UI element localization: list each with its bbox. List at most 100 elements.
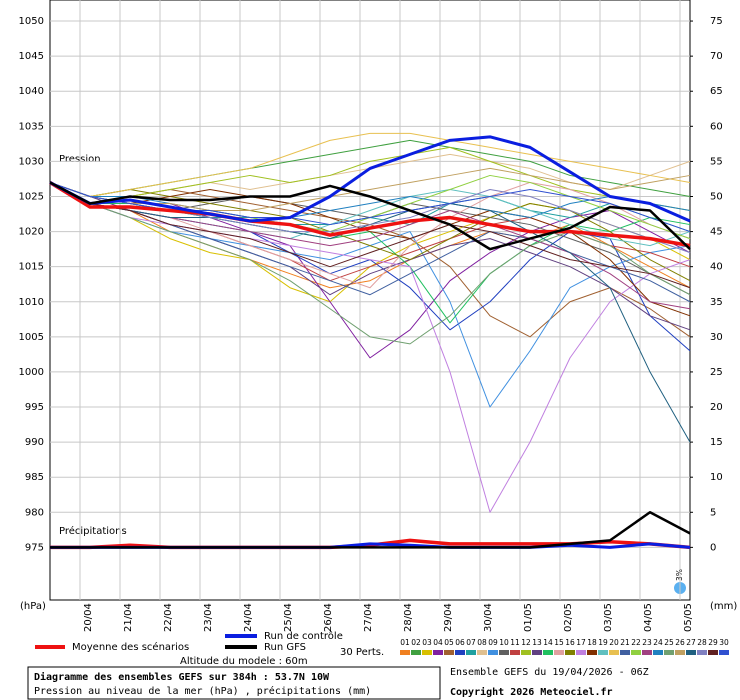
precip-label: Précipitations: [59, 525, 127, 537]
y-tick-label: 1030: [19, 156, 44, 167]
x-tick-label: 29/04: [443, 603, 454, 632]
y2-tick-label: 35: [710, 297, 723, 308]
legend-label: 27: [686, 638, 696, 647]
run-info: Ensemble GEFS du 19/04/2026 - 06Z: [450, 667, 649, 678]
legend-swatch: [675, 650, 685, 655]
legend-swatch: [400, 650, 410, 655]
legend-label: 20: [609, 638, 619, 647]
legend-label: 03: [422, 638, 432, 647]
x-tick-label: 28/04: [403, 603, 414, 632]
x-tick-label: 20/04: [83, 603, 94, 632]
legend-label: 11: [510, 638, 520, 647]
legend-label: 01: [400, 638, 410, 647]
y2-tick-label: 20: [710, 402, 723, 413]
legend-swatch: [488, 650, 498, 655]
legend-swatch: [653, 650, 663, 655]
legend-label: 19: [598, 638, 608, 647]
legend-label: 16: [565, 638, 575, 647]
x-tick-label: 30/04: [483, 603, 494, 632]
legend-label: 24: [653, 638, 663, 647]
legend-swatch: [444, 650, 454, 655]
y2-tick-label: 0: [710, 542, 716, 553]
pressure-line: [49, 181, 691, 251]
y2-tick-label: 10: [710, 472, 723, 483]
legend-swatch: [543, 650, 553, 655]
precip-line: [50, 511, 691, 549]
pressure-line: [49, 181, 691, 219]
y2-tick-label: 45: [710, 227, 723, 238]
y2-tick-label: 65: [710, 86, 723, 97]
altitude: Altitude du modele : 60m: [180, 656, 308, 667]
legend-label: 22: [631, 638, 641, 647]
x-tick-label: 25/04: [283, 603, 294, 632]
x-tick-label: 05/05: [683, 603, 694, 632]
legend-swatch: [609, 650, 619, 655]
plot-frame: [49, 0, 691, 601]
legend-swatch: [686, 650, 696, 655]
legend-label: 14: [543, 638, 553, 647]
legend-label: 04: [433, 638, 443, 647]
legend-swatch: [631, 650, 641, 655]
info-box: [27, 666, 441, 700]
legend-swatch: [719, 650, 729, 655]
y-tick-label: 1005: [19, 332, 44, 343]
legend-swatch: [587, 650, 597, 655]
y-tick-label: 985: [25, 472, 44, 483]
y-tick-label: 1020: [19, 227, 44, 238]
legend-swatch: [422, 650, 432, 655]
legend-swatch: [455, 650, 465, 655]
x-tick-label: 23/04: [203, 603, 214, 632]
legend-label: 17: [576, 638, 586, 647]
legend-label: 07: [466, 638, 476, 647]
legend-swatch: [477, 650, 487, 655]
legend-label: Moyenne des scénarios: [72, 641, 189, 653]
y2-tick-label: 25: [710, 367, 723, 378]
legend-label: 12: [521, 638, 531, 647]
x-tick-label: 04/05: [643, 603, 654, 632]
y2-tick-label: 40: [710, 262, 723, 273]
y2-tick-label: 70: [710, 51, 723, 62]
y2-unit: (mm): [710, 601, 737, 612]
y-tick-label: 990: [25, 437, 44, 448]
legend-swatch: [411, 650, 421, 655]
y-tick-label: 1045: [19, 51, 44, 62]
y-tick-label: 1015: [19, 262, 44, 273]
legend-swatch: [554, 650, 564, 655]
y-tick-label: 1040: [19, 86, 44, 97]
y-tick-label: 975: [25, 542, 44, 553]
x-tick-label: 27/04: [363, 603, 374, 632]
legend-label: Run GFS: [264, 642, 306, 653]
legend-swatch: [576, 650, 586, 655]
y2-tick-label: 75: [710, 16, 723, 27]
y-tick-label: 980: [25, 507, 44, 518]
legend-swatch: [697, 650, 707, 655]
legend-label: 08: [477, 638, 487, 647]
y-tick-label: 1010: [19, 297, 44, 308]
legend-swatch: [521, 650, 531, 655]
legend-swatch: [466, 650, 476, 655]
x-tick-label: 22/04: [163, 603, 174, 632]
legend-label: 26: [675, 638, 685, 647]
legend-label: 06: [455, 638, 465, 647]
legend-swatch: [620, 650, 630, 655]
legend-swatch: [499, 650, 509, 655]
copyright: Copyright 2026 Meteociel.fr: [450, 686, 613, 698]
y2-tick-label: 55: [710, 156, 723, 167]
legend-label: 23: [642, 638, 652, 647]
legend-label: 21: [620, 638, 630, 647]
legend-label: 15: [554, 638, 564, 647]
x-tick-label: 02/05: [563, 603, 574, 632]
legend-label: 10: [499, 638, 509, 647]
x-tick-label: 21/04: [123, 603, 134, 632]
pressure-line: [49, 182, 691, 289]
legend-swatch: [708, 650, 718, 655]
legend-swatch: [664, 650, 674, 655]
y2-tick-label: 5: [710, 507, 716, 518]
legend-label: 09: [488, 638, 498, 647]
legend-label: 05: [444, 638, 454, 647]
subtitle: Pression au niveau de la mer (hPa) , pré…: [34, 685, 371, 697]
x-tick-label: 03/05: [603, 603, 614, 632]
y2-tick-label: 15: [710, 437, 723, 448]
